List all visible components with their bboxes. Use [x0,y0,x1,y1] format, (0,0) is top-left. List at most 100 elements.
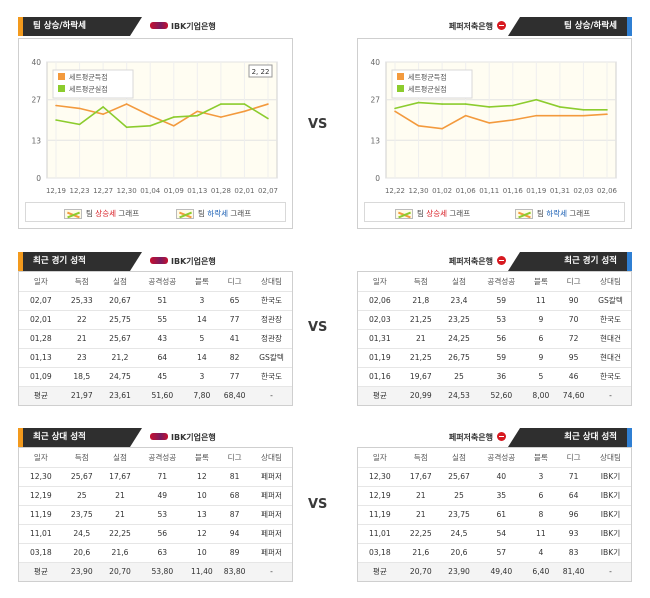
table-cell: 65 [218,291,252,311]
table-cell: 82 [218,348,252,368]
table-cell: 35 [478,486,525,506]
stats-table: 일자 득점 실점 공격성공 블록 디그 상대팀 02,06 21,8 23,4 59 11 90 GS칼텍… [358,272,631,405]
table-cell: 71 [557,467,591,487]
data-point [441,103,443,105]
average-cell: 7,80 [185,386,219,405]
data-point [243,103,246,105]
table-cell: 24,25 [439,329,479,349]
table-cell: 17,67 [100,467,140,487]
table-cell: IBK기 [590,486,631,506]
data-point [441,127,443,130]
table-cell: 11 [524,524,558,544]
column-header: 공격성공 [139,448,186,468]
column-header: 공격성공 [478,272,525,292]
table-cell: 59 [478,348,525,368]
data-point [488,122,491,124]
table-cell: 57 [478,543,525,563]
chart-legend-box: 팀 상승세 그래프 팀 하락세 그래프 [25,202,286,222]
average-cell: 68,40 [218,386,252,405]
tooltip-box [248,64,273,78]
column-header: 상대팀 [590,448,631,468]
table-cell: 21,6 [401,543,440,563]
table-cell: 55 [139,310,186,330]
average-cell: 20,70 [401,562,440,581]
table-cell: 21 [401,505,440,525]
data-point [606,109,608,111]
vs-label-1: VS [308,117,328,132]
x-tick-label: 12,23 [70,187,90,195]
average-cell: 53,80 [139,562,186,581]
table-cell: 한국도 [590,310,631,330]
legend-label: 세트평균득점 [69,73,108,82]
x-tick-label: 12,27 [93,187,113,195]
table-cell: 3 [185,291,219,311]
x-tick-label: 01,16 [503,187,524,195]
table-cell: 94 [218,524,252,544]
x-tick-label: 01,28 [211,187,231,195]
table-row: 12,30 25,67 17,67 71 12 81 페퍼저 [19,467,292,487]
table-cell: 93 [557,524,591,544]
legend-suffix: 그래프 [569,209,591,218]
pepper-logo-icon [497,21,506,30]
table-cell: 20,6 [439,543,479,563]
table-cell: 25,67 [100,329,140,349]
tooltip-text: 2, 22 [252,68,270,76]
table-cell: 12 [185,467,219,487]
h2h-table-left: 일자 득점 실점 공격성공 블록 디그 상대팀 12,30 25,67 17,67 71 12 81 페퍼… [18,447,293,582]
table-cell: 01,31 [358,329,402,349]
table-cell: 01,09 [19,367,63,387]
column-header: 블록 [524,448,558,468]
table-cell: 24,5 [439,524,479,544]
table-row: 11,19 21 23,75 61 8 96 IBK기 [358,505,631,525]
table-cell: 21,6 [100,543,140,563]
table-cell: 46 [557,367,591,387]
y-tick-label: 13 [31,136,41,145]
average-cell: 평균 [19,562,63,581]
data-point [196,114,199,117]
ibk-logo-icon [150,257,168,264]
table-cell: 23,75 [439,505,479,525]
table-cell: 5 [524,367,558,387]
table-cell: 01,13 [19,348,63,368]
ibk-logo-icon [150,433,168,440]
legend-suffix: 그래프 [118,209,140,218]
team-name: 페퍼저축은행 [448,22,493,31]
average-cell: 81,40 [557,562,591,581]
average-cell: - [590,562,631,581]
table-cell: 23,4 [439,291,479,311]
y-tick-label: 0 [375,174,380,183]
table-cell: 20,6 [62,543,101,563]
table-cell: 59 [478,291,525,311]
table-cell: 12 [185,524,219,544]
x-tick-label: 12,22 [385,187,405,195]
table-cell: 4 [524,543,558,563]
table-cell: 현대건 [590,348,631,368]
table-cell: 22 [62,310,101,330]
average-row: 평균 20,70 23,90 49,40 6,40 81,40- [358,562,631,581]
section-title: 최근 상대 성적 [508,428,632,447]
y-tick-label: 40 [31,58,41,67]
table-row: 02,01 22 25,75 55 14 77 정관장 [19,310,292,330]
data-point [220,116,222,118]
column-header: 득점 [401,448,440,468]
table-cell: 22,25 [401,524,440,544]
legend-word: 하락세 [207,209,228,218]
average-cell: 74,60 [557,386,591,405]
section-title: 최근 경기 성적 [18,252,142,271]
table-cell: 89 [218,543,252,563]
legend-frame [52,69,134,99]
table-row: 03,18 21,6 20,6 57 4 83 IBK기 [358,543,631,563]
table-cell: 23,75 [62,505,101,525]
series-line [394,110,608,130]
h2h-header-left: 최근 상대 성적 IBK기업은행 [18,428,293,447]
column-header: 블록 [185,272,219,292]
average-cell: 49,40 [478,562,525,581]
table-cell: 23 [62,348,101,368]
section-title: 팀 상승/하락세 [508,17,632,36]
section-title: 팀 상승/하락세 [18,17,142,36]
column-header: 블록 [524,272,558,292]
data-point [511,119,514,121]
data-point [55,104,57,107]
legend-swatch [397,85,404,92]
